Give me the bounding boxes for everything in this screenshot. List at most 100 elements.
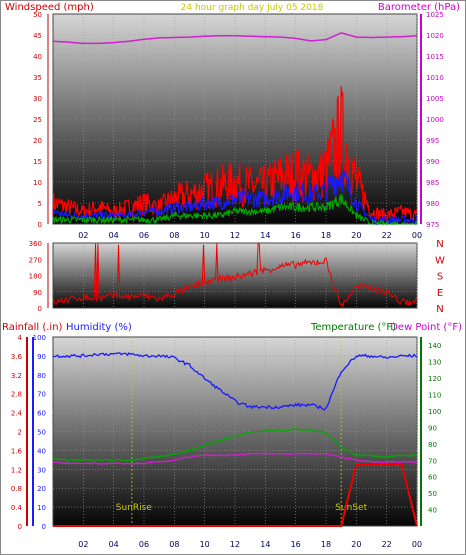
temperature-tick-label: 100 bbox=[428, 408, 441, 416]
humidity-tick-label: 0 bbox=[42, 523, 46, 531]
barometer-tick-label: 1025 bbox=[426, 11, 444, 19]
wind-gust-line bbox=[52, 85, 418, 223]
sunrise-label: SunRise bbox=[116, 503, 153, 513]
wind-left-tick-label: 10 bbox=[33, 179, 42, 187]
wind-x-tick-label: 20 bbox=[351, 231, 361, 240]
rht-x-tick-label: 18 bbox=[321, 540, 331, 549]
rht-x-tick-label: 20 bbox=[351, 540, 361, 549]
rht-x-tick-label: 02 bbox=[78, 540, 88, 549]
direction-tick-label: 0 bbox=[38, 305, 42, 313]
humidity-tick-label: 40 bbox=[37, 447, 46, 455]
rht-x-tick-label: 22 bbox=[382, 540, 392, 549]
wind-x-tick-label: 00 bbox=[412, 231, 422, 240]
temperature-tick-label: 50 bbox=[428, 490, 437, 498]
temperature-tick-label: 60 bbox=[428, 474, 437, 482]
barometer-tick-label: 1000 bbox=[426, 116, 444, 124]
barometer-tick-label: 985 bbox=[426, 179, 439, 187]
compass-label: E bbox=[437, 288, 443, 299]
temperature-tick-label: 140 bbox=[428, 342, 441, 350]
rain-tick-label: 1.2 bbox=[11, 466, 22, 474]
humidity-tick-label: 20 bbox=[37, 485, 46, 493]
humidity-tick-label: 50 bbox=[37, 429, 46, 437]
direction-tick-label: 180 bbox=[29, 273, 42, 281]
temperature-tick-label: 70 bbox=[428, 457, 437, 465]
rain-tick-label: 3.6 bbox=[11, 353, 23, 361]
direction-tick-label: 90 bbox=[33, 289, 42, 297]
humidity-line bbox=[52, 351, 418, 411]
wind-x-tick-label: 08 bbox=[169, 231, 179, 240]
compass-label: N bbox=[436, 304, 443, 315]
barometer-tick-label: 975 bbox=[426, 221, 439, 229]
wind-x-tick-label: 14 bbox=[260, 231, 270, 240]
barometer-tick-label: 990 bbox=[426, 158, 439, 166]
rain-tick-label: 0.4 bbox=[11, 504, 23, 512]
wind-x-tick-label: 10 bbox=[200, 231, 210, 240]
wind-x-tick-label: 12 bbox=[230, 231, 240, 240]
rht-x-tick-label: 08 bbox=[169, 540, 179, 549]
humidity-tick-label: 80 bbox=[37, 372, 46, 380]
wind-x-tick-label: 06 bbox=[139, 231, 149, 240]
humidity-axis-title: Humidity (%) bbox=[66, 322, 132, 333]
wind-left-tick-label: 15 bbox=[33, 158, 42, 166]
compass-label: W bbox=[435, 255, 445, 266]
wind-left-tick-label: 35 bbox=[33, 74, 42, 82]
rht-x-tick-label: 04 bbox=[109, 540, 119, 549]
temperature-tick-label: 80 bbox=[428, 441, 437, 449]
temperature-tick-label: 130 bbox=[428, 359, 441, 367]
wind-avg-line bbox=[52, 169, 418, 226]
wind-left-tick-label: 5 bbox=[38, 200, 42, 208]
sunset-label: SunSet bbox=[335, 503, 367, 513]
humidity-tick-label: 90 bbox=[37, 353, 46, 361]
humidity-tick-label: 10 bbox=[37, 504, 46, 512]
direction-tick-label: 360 bbox=[29, 240, 42, 248]
temperature-tick-label: 110 bbox=[428, 392, 441, 400]
humidity-tick-label: 70 bbox=[37, 391, 46, 399]
rht-x-tick-label: 00 bbox=[412, 540, 422, 549]
chart-title: 24 hour graph day July 05 2018 bbox=[181, 3, 324, 13]
wind-left-tick-label: 0 bbox=[38, 221, 42, 229]
barometer-line bbox=[52, 32, 418, 45]
barometer-tick-label: 1020 bbox=[426, 32, 444, 40]
direction-tick-label: 270 bbox=[29, 256, 42, 264]
wind-x-tick-label: 04 bbox=[109, 231, 119, 240]
wind-left-tick-label: 50 bbox=[33, 11, 42, 19]
wind-direction-line bbox=[52, 242, 418, 309]
wind-low-line bbox=[52, 194, 418, 226]
humidity-tick-label: 100 bbox=[33, 334, 46, 342]
rain-tick-label: 2 bbox=[18, 429, 22, 437]
rht-x-tick-label: 16 bbox=[291, 540, 301, 549]
wind-x-tick-label: 02 bbox=[78, 231, 88, 240]
rainfall-line bbox=[53, 463, 418, 527]
barometer-tick-label: 995 bbox=[426, 137, 439, 145]
temperature-tick-label: 90 bbox=[428, 424, 437, 432]
compass-label: S bbox=[437, 272, 443, 283]
temperature-axis-title: Temperature (°F) bbox=[310, 322, 396, 333]
wind-left-axis-title: Windspeed (mph) bbox=[5, 2, 94, 13]
barometer-tick-label: 1005 bbox=[426, 95, 444, 103]
rain-tick-label: 2.8 bbox=[11, 391, 22, 399]
wind-x-tick-label: 22 bbox=[382, 231, 392, 240]
wind-left-tick-label: 45 bbox=[33, 32, 42, 40]
rain-tick-label: 4 bbox=[18, 334, 23, 342]
rain-tick-label: 0 bbox=[18, 523, 22, 531]
barometer-tick-label: 980 bbox=[426, 200, 439, 208]
wind-right-axis-title: Barometer (hPa) bbox=[378, 2, 460, 13]
temperature-line bbox=[52, 427, 418, 463]
rain-tick-label: 0.8 bbox=[11, 485, 22, 493]
rain-tick-label: 2.4 bbox=[11, 410, 23, 418]
rht-x-tick-label: 14 bbox=[260, 540, 270, 549]
wind-left-tick-label: 25 bbox=[33, 116, 42, 124]
dewpoint-line bbox=[52, 452, 418, 465]
compass-label: N bbox=[436, 239, 443, 250]
temperature-tick-label: 120 bbox=[428, 375, 441, 383]
rht-x-tick-label: 10 bbox=[200, 540, 210, 549]
barometer-tick-label: 1010 bbox=[426, 74, 444, 82]
humidity-tick-label: 60 bbox=[37, 410, 46, 418]
dewpoint-axis-title: Dew Point (°F) bbox=[390, 322, 462, 333]
wind-x-tick-label: 16 bbox=[291, 231, 301, 240]
barometer-tick-label: 1015 bbox=[426, 53, 444, 61]
rain-axis-title: Rainfall (.in) bbox=[2, 322, 63, 333]
rain-tick-label: 3.2 bbox=[11, 372, 22, 380]
rht-x-tick-label: 06 bbox=[139, 540, 149, 549]
